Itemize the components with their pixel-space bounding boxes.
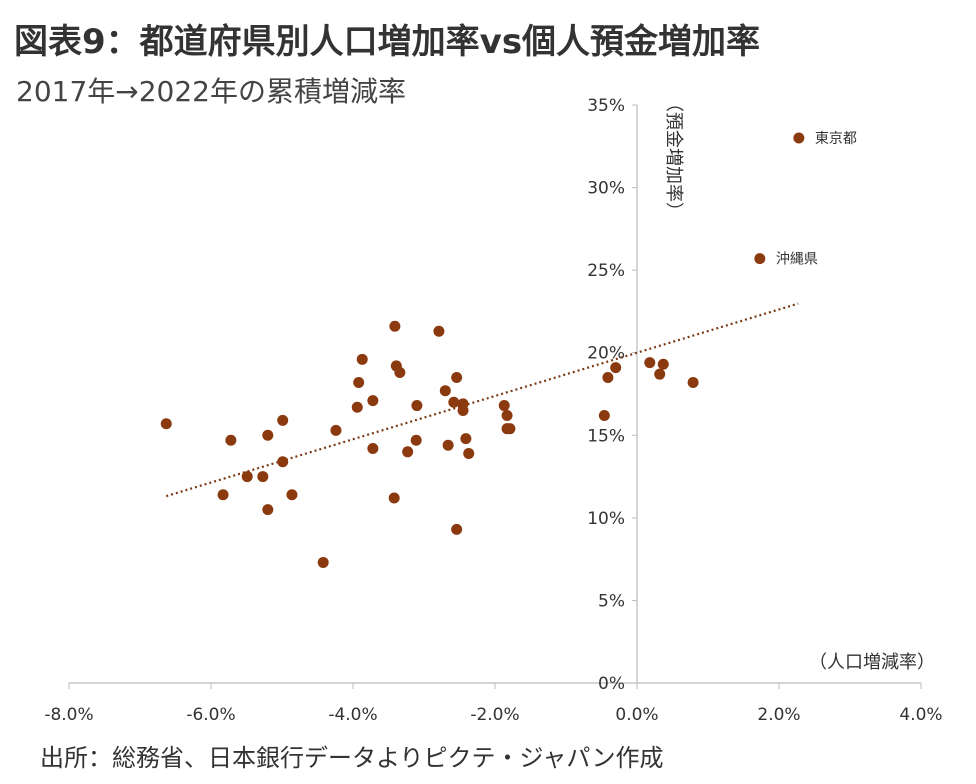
chart-title: 図表9：都道府県別人口増加率vs個人預金増加率 [14, 22, 761, 62]
data-point [317, 556, 329, 568]
y-tick-label: 20% [587, 344, 625, 364]
data-point [262, 504, 274, 516]
y-tick-label: 10% [587, 509, 625, 529]
x-tick-label: -8.0% [44, 705, 93, 725]
y-tick-label: 25% [587, 261, 625, 281]
data-label: 東京都 [815, 131, 857, 147]
data-point [602, 371, 614, 383]
data-point [330, 424, 342, 436]
data-point [448, 396, 460, 408]
x-axis-label: （人口増減率） [809, 652, 935, 673]
y-tick-label: 30% [587, 179, 625, 199]
data-point [241, 471, 253, 483]
data-point [460, 433, 472, 445]
x-tick-label: 4.0% [899, 705, 942, 725]
x-tick-label: -2.0% [470, 705, 519, 725]
data-point [394, 367, 406, 379]
data-point [388, 492, 400, 504]
data-point [754, 253, 766, 265]
axes: -8.0% -6.0% -4.0% -2.0% 0.0% 2.0% 4.0% 0% 5% 10% 1… [44, 96, 942, 725]
data-point [457, 405, 469, 417]
data-point [654, 368, 666, 380]
data-point [411, 400, 423, 412]
data-point [463, 447, 475, 459]
data-point [286, 489, 298, 501]
y-tick-label: 0% [598, 674, 625, 694]
x-tick-label: 0.0% [615, 705, 658, 725]
data-point [439, 385, 451, 397]
data-point [356, 353, 368, 365]
data-point [793, 132, 805, 144]
data-point [410, 434, 422, 446]
x-tick-label: -6.0% [186, 705, 235, 725]
data-point [504, 423, 516, 435]
data-point [257, 471, 269, 483]
x-tick-label: -4.0% [328, 705, 377, 725]
y-tick-label: 35% [587, 96, 625, 116]
data-point [353, 376, 365, 388]
data-point [262, 429, 274, 441]
data-point [598, 409, 610, 421]
data-point [451, 371, 463, 383]
data-point [367, 442, 379, 454]
data-point [451, 523, 463, 535]
data-point [351, 401, 363, 413]
data-point [225, 434, 237, 446]
trendline-group [165, 302, 799, 498]
source-note: 出所：総務省、日本銀行データよりピクテ・ジャパン作成 [40, 744, 664, 772]
trendline [165, 302, 799, 498]
data-point [433, 325, 445, 337]
data-point [277, 414, 289, 426]
chart-subtitle: 2017年→2022年の累積増減率 [16, 75, 406, 108]
points-group: 沖縄県 東京都 [160, 131, 857, 568]
data-point [644, 357, 656, 369]
data-point [402, 446, 414, 458]
data-point [160, 418, 172, 430]
data-point [687, 376, 699, 388]
data-label: 沖縄県 [776, 252, 818, 268]
data-point [217, 489, 229, 501]
data-point [498, 400, 510, 412]
x-tick-label: 2.0% [757, 705, 800, 725]
data-point [277, 456, 289, 468]
y-axis-label: （預金増加率） [663, 94, 684, 220]
y-tick-label: 5% [598, 591, 625, 611]
data-point [389, 320, 401, 332]
data-point [442, 439, 454, 451]
data-point [367, 395, 379, 407]
y-tick-label: 15% [587, 426, 625, 446]
data-point [657, 358, 669, 370]
data-point [501, 409, 513, 421]
data-point [610, 362, 622, 374]
